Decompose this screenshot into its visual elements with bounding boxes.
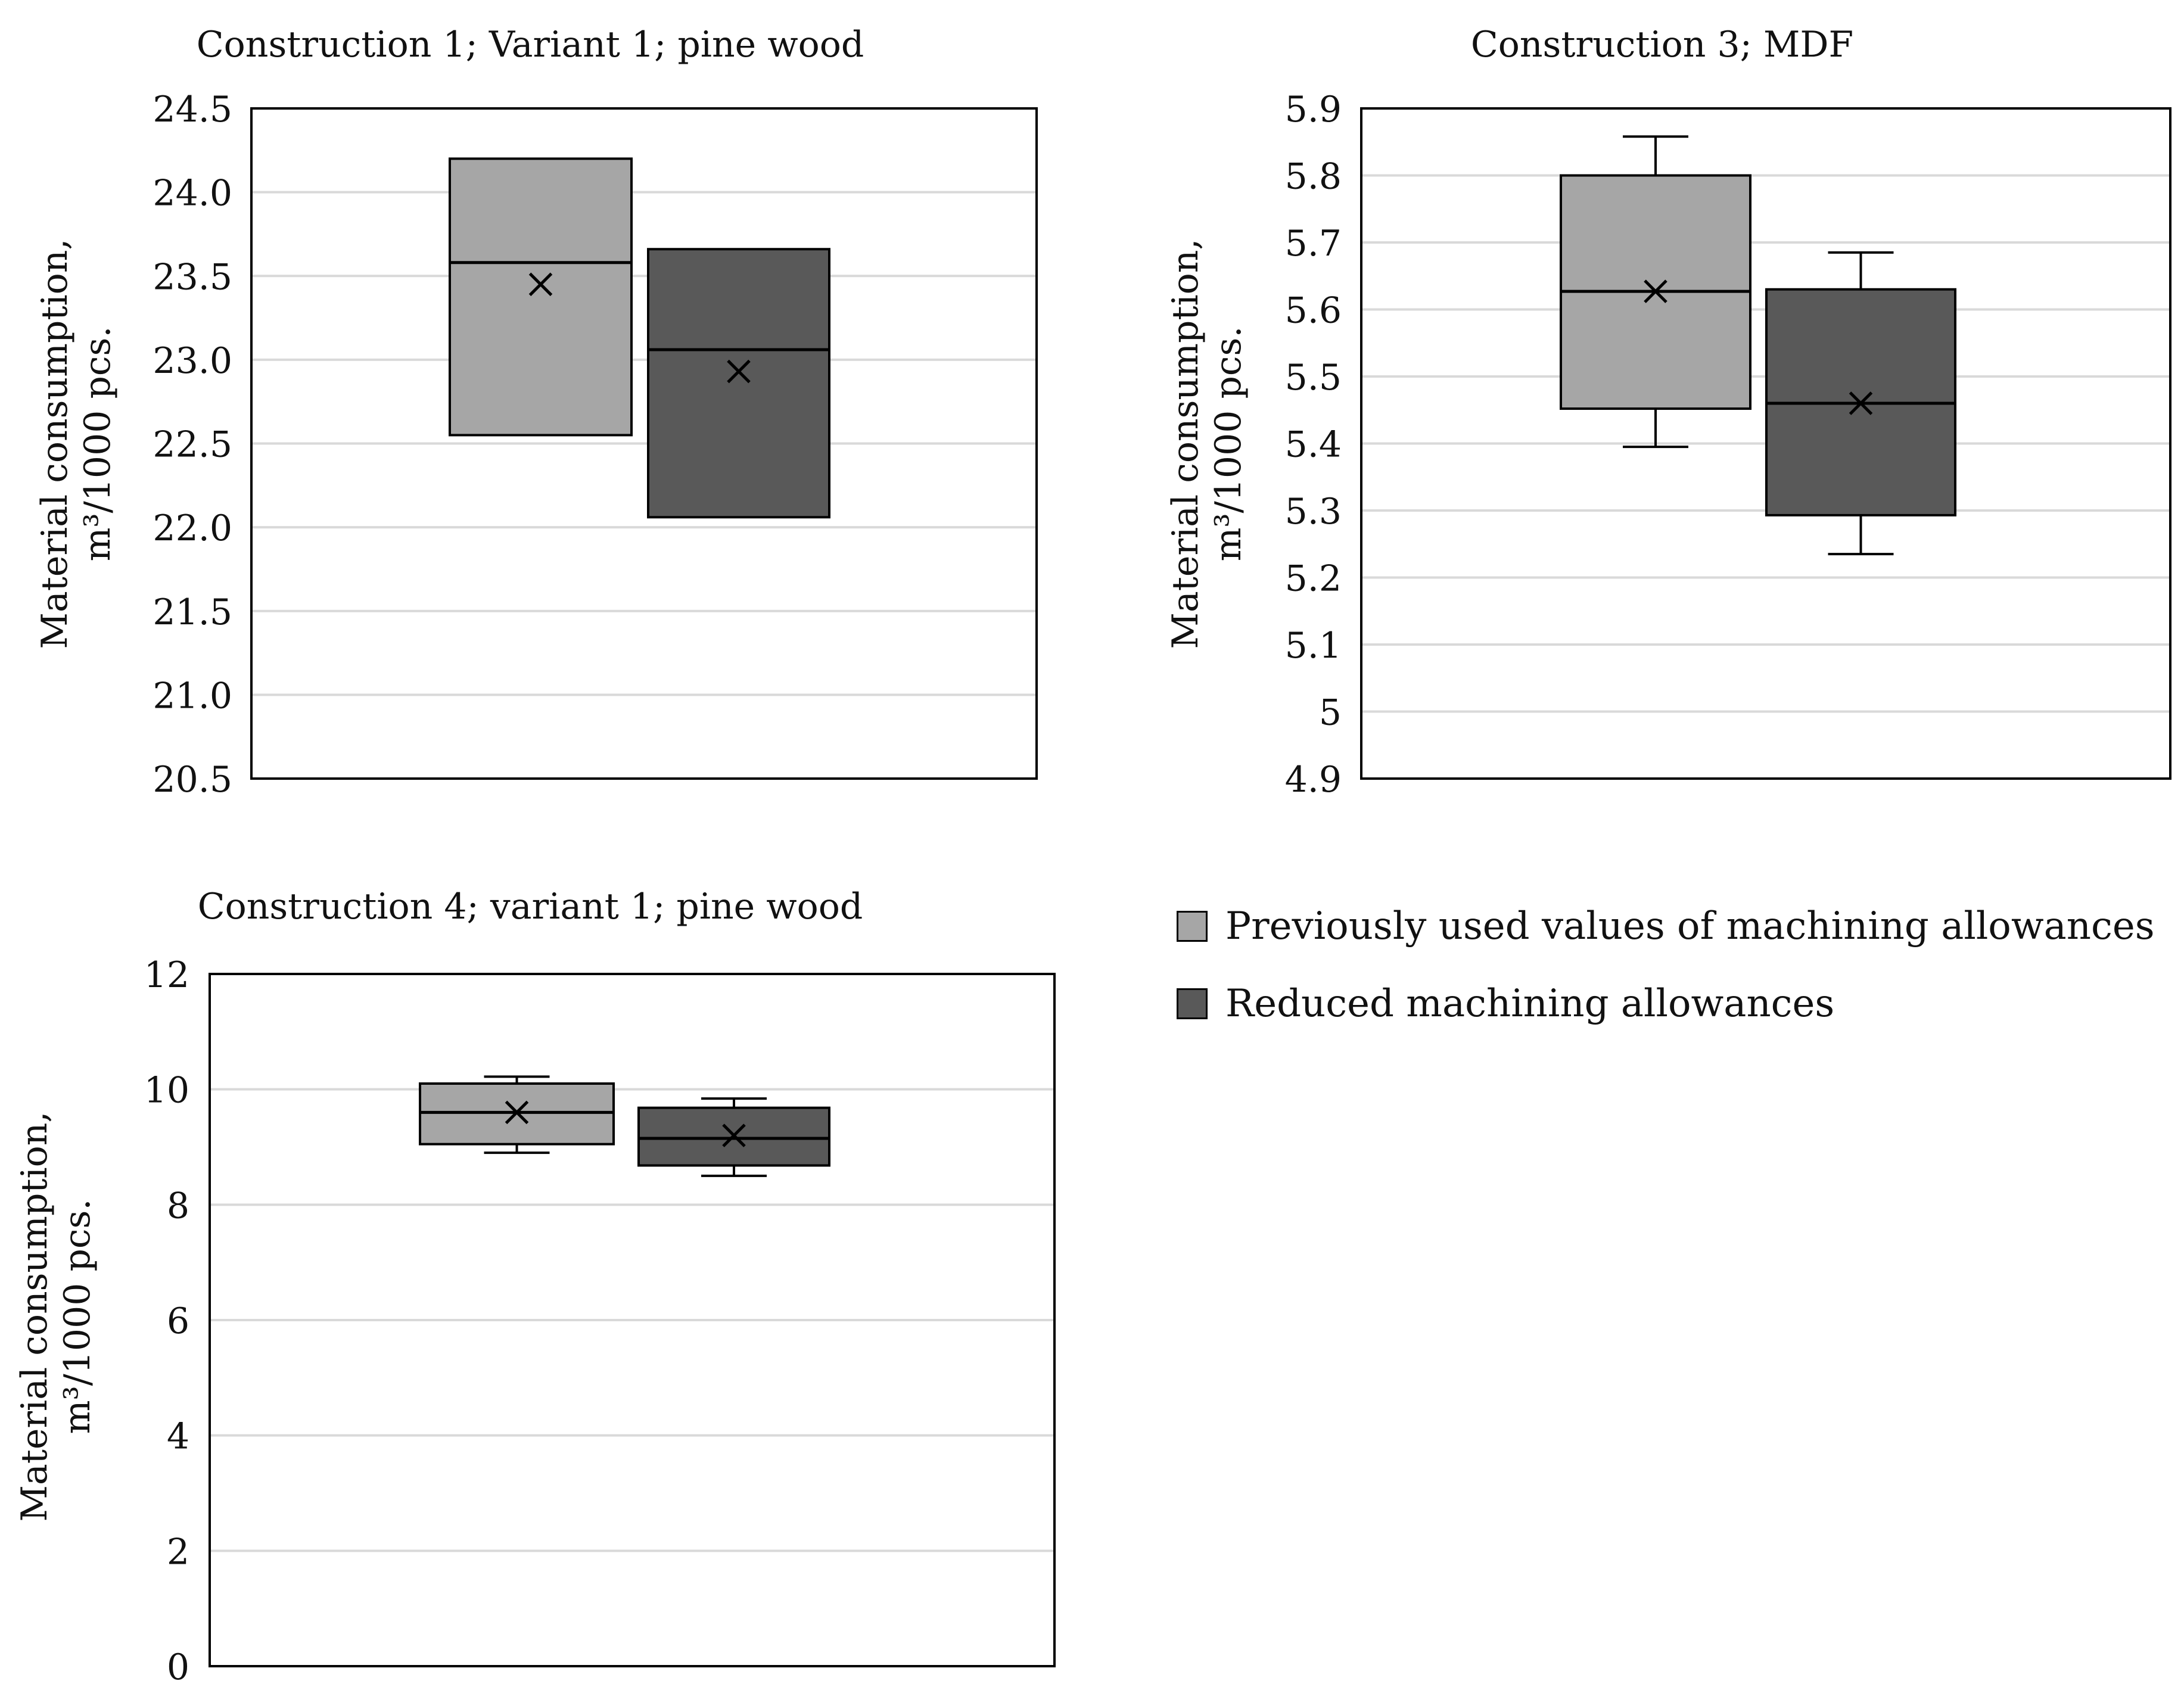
chart-title: Construction 1; Variant 1; pine wood: [197, 24, 864, 66]
y-tick-label: 4: [167, 1416, 189, 1458]
plot-frame: [209, 973, 1056, 1667]
y-axis-label-line: Material consumption,: [1165, 239, 1206, 649]
box-previous: [449, 157, 633, 437]
y-tick-label: 5.2: [1285, 558, 1342, 600]
box-previous: [1560, 135, 1751, 449]
legend-swatch-reduced: [1177, 988, 1208, 1019]
box-previous: [419, 1075, 615, 1154]
mean-marker: [528, 272, 553, 297]
y-axis-label: Material consumption,m³/1000 pcs.: [14, 1112, 98, 1522]
y-tick-label: 5.8: [1285, 156, 1342, 198]
box-iqr: [637, 1106, 830, 1167]
legend-label-previous: Previously used values of machining allo…: [1225, 904, 2155, 948]
chart-title: Construction 3; MDF: [1471, 24, 1853, 66]
y-tick-label: 5.6: [1285, 290, 1342, 332]
box-reduced: [1765, 251, 1956, 556]
y-tick-label: 5.1: [1285, 625, 1342, 667]
chart-title: Construction 4; variant 1; pine wood: [198, 886, 863, 928]
chart-1: Construction 1; Variant 1; pine wood 20.5…: [34, 24, 1038, 801]
y-tick-label: 24.5: [153, 89, 232, 130]
y-tick-label: 5.9: [1285, 89, 1342, 130]
y-tick-label: 24.0: [153, 173, 232, 214]
legend-label-reduced: Reduced machining allowances: [1225, 982, 1835, 1026]
legend: Previously used values of machining allo…: [1177, 888, 2155, 1042]
mean-marker: [505, 1100, 529, 1125]
y-tick-label: 12: [144, 954, 189, 996]
box-reduced: [637, 1097, 830, 1177]
box-iqr: [449, 157, 633, 437]
y-axis-label-line: Material consumption,: [14, 1112, 55, 1522]
y-tick-label: 5.7: [1285, 223, 1342, 264]
legend-item-reduced: Reduced machining allowances: [1177, 965, 2155, 1042]
y-tick-label: 5.3: [1285, 491, 1342, 533]
mean-marker: [1644, 279, 1667, 303]
mean-marker: [1849, 391, 1873, 415]
chart-2: Construction 3; MDF 4.9 5 5.1 5.2 5.3 5.4 5.5 5.…: [1165, 24, 2171, 801]
mean-marker: [722, 1123, 746, 1147]
legend-swatch-previous: [1177, 911, 1208, 942]
legend-item-previous: Previously used values of machining allo…: [1177, 888, 2155, 965]
box-iqr: [647, 248, 830, 519]
y-axis-label-line: Material consumption,: [34, 239, 76, 649]
y-tick-label: 21.0: [153, 675, 232, 717]
y-tick-label: 0: [167, 1647, 189, 1688]
box-reduced: [647, 248, 830, 519]
y-tick-label: 5.4: [1285, 424, 1342, 466]
mean-marker: [727, 359, 751, 384]
y-tick-label: 23.0: [153, 340, 232, 382]
y-tick-label: 23.5: [153, 256, 232, 298]
y-axis-label: Material consumption,m³/1000 pcs.: [1165, 239, 1249, 649]
plot-frame: [1360, 107, 2171, 780]
y-tick-label: 5: [1319, 692, 1342, 734]
chart-3: Construction 4; variant 1; pine wood 0 2 4 6…: [14, 886, 1056, 1688]
y-tick-label: 22.0: [153, 508, 232, 549]
y-axis-label-line: m³/1000 pcs.: [1208, 326, 1249, 562]
y-tick-label: 21.5: [153, 592, 232, 633]
y-tick-label: 8: [167, 1185, 189, 1227]
y-tick-label: 22.5: [153, 424, 232, 466]
y-tick-label: 2: [167, 1531, 189, 1573]
y-axis-label-line: m³/1000 pcs.: [57, 1199, 98, 1434]
y-tick-label: 4.9: [1285, 759, 1342, 801]
y-tick-label: 5.5: [1285, 357, 1342, 399]
y-tick-label: 6: [167, 1300, 189, 1342]
plot-frame: [250, 107, 1038, 780]
y-axis-label-line: m³/1000 pcs.: [77, 326, 119, 562]
y-axis-label: Material consumption,m³/1000 pcs.: [34, 239, 119, 649]
y-tick-label: 10: [144, 1070, 189, 1112]
y-tick-label: 20.5: [153, 759, 232, 801]
